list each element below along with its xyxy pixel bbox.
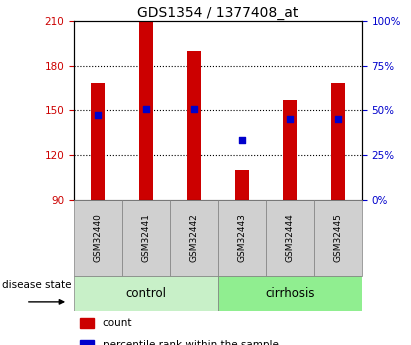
- Bar: [74, 200, 122, 276]
- Text: cirrhosis: cirrhosis: [265, 287, 314, 300]
- Point: [143, 106, 149, 112]
- Text: disease state: disease state: [2, 280, 72, 289]
- Bar: [80, 340, 94, 345]
- Bar: [80, 318, 94, 327]
- Text: GSM32444: GSM32444: [285, 214, 294, 263]
- Text: control: control: [125, 287, 166, 300]
- Point: [95, 112, 101, 118]
- Bar: [139, 21, 153, 200]
- Bar: [218, 276, 362, 310]
- Bar: [282, 100, 297, 200]
- Text: GSM32442: GSM32442: [189, 214, 199, 263]
- Point: [286, 117, 293, 122]
- Point: [191, 106, 197, 112]
- Bar: [74, 276, 218, 310]
- Bar: [235, 170, 249, 200]
- Title: GDS1354 / 1377408_at: GDS1354 / 1377408_at: [137, 6, 298, 20]
- Bar: [91, 83, 105, 200]
- Bar: [266, 200, 314, 276]
- Point: [335, 117, 341, 122]
- Text: GSM32441: GSM32441: [141, 214, 150, 263]
- Bar: [330, 83, 345, 200]
- Text: GSM32440: GSM32440: [93, 214, 102, 263]
- Bar: [187, 51, 201, 200]
- Bar: [314, 200, 362, 276]
- Bar: [218, 200, 266, 276]
- Bar: [122, 200, 170, 276]
- Text: count: count: [103, 318, 132, 328]
- Text: GSM32445: GSM32445: [333, 214, 342, 263]
- Bar: [170, 200, 218, 276]
- Text: GSM32443: GSM32443: [237, 214, 246, 263]
- Point: [238, 138, 245, 143]
- Text: percentile rank within the sample: percentile rank within the sample: [103, 340, 279, 345]
